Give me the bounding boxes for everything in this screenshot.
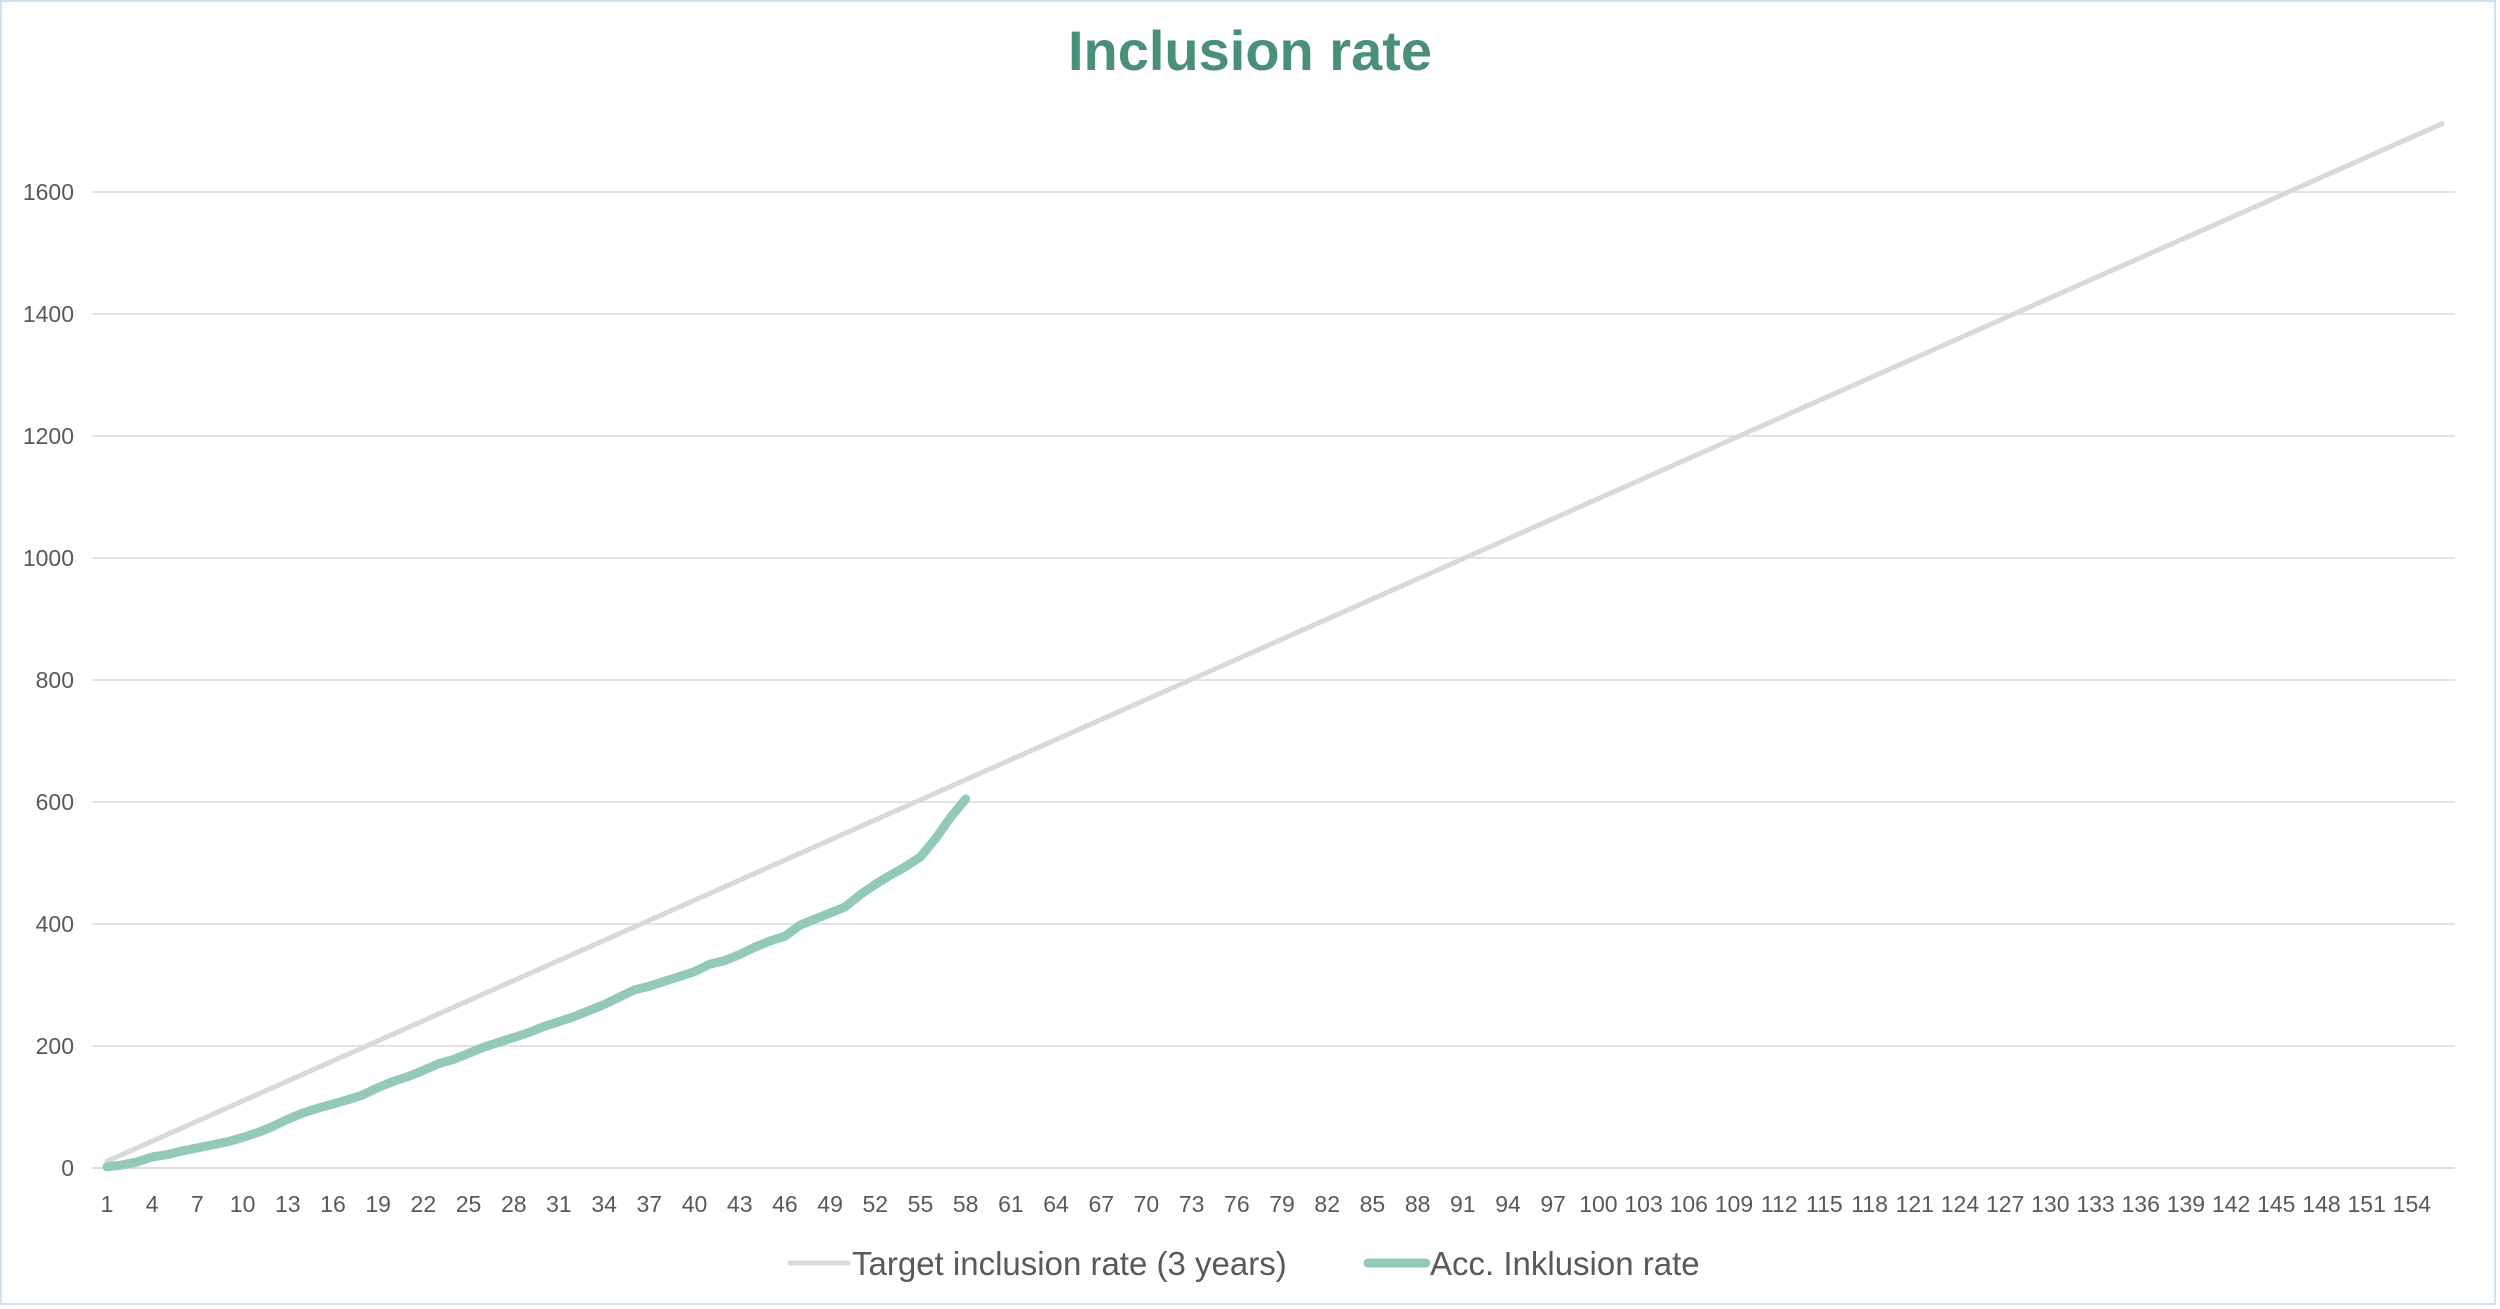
x-tick-label: 76 bbox=[1224, 1191, 1250, 1217]
x-tick-label: 115 bbox=[1806, 1191, 1843, 1217]
x-tick-label: 124 bbox=[1941, 1191, 1980, 1217]
x-tick-label: 100 bbox=[1579, 1191, 1617, 1217]
x-tick-label: 130 bbox=[2031, 1191, 2069, 1217]
x-axis-ticks: 1 4 7 10 13 16 19 22 25 28 31 34 37 40 43 46 49 52 55 58 61 6… bbox=[101, 1191, 2432, 1217]
x-tick-label: 73 bbox=[1179, 1191, 1205, 1217]
x-tick-label: 82 bbox=[1314, 1191, 1340, 1217]
x-tick-label: 70 bbox=[1134, 1191, 1160, 1217]
x-tick-label: 4 bbox=[146, 1191, 159, 1217]
x-tick-label: 139 bbox=[2167, 1191, 2205, 1217]
x-tick-label: 151 bbox=[2347, 1191, 2385, 1217]
x-tick-label: 94 bbox=[1495, 1191, 1521, 1217]
y-tick-label: 600 bbox=[36, 789, 74, 815]
x-tick-label: 79 bbox=[1269, 1191, 1295, 1217]
x-tick-label: 121 bbox=[1896, 1191, 1934, 1217]
x-tick-label: 34 bbox=[591, 1191, 617, 1217]
x-tick-label: 142 bbox=[2212, 1191, 2250, 1217]
legend-label: Acc. Inklusion rate bbox=[1430, 1245, 1700, 1282]
x-tick-label: 109 bbox=[1715, 1191, 1753, 1217]
y-tick-label: 400 bbox=[36, 911, 74, 937]
x-tick-label: 58 bbox=[953, 1191, 979, 1217]
x-tick-label: 52 bbox=[862, 1191, 888, 1217]
chart-title: Inclusion rate bbox=[1067, 19, 1433, 82]
x-tick-label: 145 bbox=[2257, 1191, 2295, 1217]
x-tick-label: 64 bbox=[1043, 1191, 1069, 1217]
x-tick-label: 16 bbox=[320, 1191, 346, 1217]
legend[interactable]: Target inclusion rate (3 years) Acc. Inkl… bbox=[787, 1245, 1700, 1282]
x-tick-label: 91 bbox=[1450, 1191, 1476, 1217]
y-tick-label: 1400 bbox=[23, 301, 74, 327]
x-tick-label: 1 bbox=[101, 1191, 114, 1217]
x-tick-label: 19 bbox=[365, 1191, 391, 1217]
x-tick-label: 136 bbox=[2122, 1191, 2160, 1217]
x-tick-label: 7 bbox=[191, 1191, 204, 1217]
y-tick-label: 0 bbox=[61, 1155, 74, 1181]
x-tick-label: 127 bbox=[1986, 1191, 2024, 1217]
x-tick-label: 49 bbox=[817, 1191, 843, 1217]
x-tick-label: 67 bbox=[1088, 1191, 1114, 1217]
x-tick-label: 22 bbox=[411, 1191, 437, 1217]
x-tick-label: 154 bbox=[2393, 1191, 2432, 1217]
x-tick-label: 133 bbox=[2076, 1191, 2114, 1217]
x-tick-label: 31 bbox=[546, 1191, 572, 1217]
x-tick-label: 97 bbox=[1540, 1191, 1566, 1217]
x-tick-label: 37 bbox=[637, 1191, 663, 1217]
x-tick-label: 43 bbox=[727, 1191, 753, 1217]
x-tick-label: 25 bbox=[456, 1191, 482, 1217]
x-tick-label: 88 bbox=[1405, 1191, 1431, 1217]
x-tick-label: 103 bbox=[1624, 1191, 1662, 1217]
series-line-target bbox=[104, 121, 2445, 1164]
x-tick-label: 106 bbox=[1670, 1191, 1708, 1217]
gridlines bbox=[92, 191, 2455, 1169]
x-tick-label: 10 bbox=[230, 1191, 256, 1217]
y-tick-label: 1600 bbox=[23, 179, 74, 205]
x-tick-label: 148 bbox=[2302, 1191, 2340, 1217]
x-tick-label: 46 bbox=[772, 1191, 798, 1217]
y-tick-label: 1000 bbox=[23, 545, 74, 571]
y-tick-label: 800 bbox=[36, 667, 74, 693]
x-tick-label: 28 bbox=[501, 1191, 527, 1217]
x-tick-label: 61 bbox=[998, 1191, 1024, 1217]
series-lines bbox=[102, 121, 2445, 1172]
x-tick-label: 112 bbox=[1761, 1191, 1798, 1217]
y-axis-ticks: 0 200 400 600 800 1000 1200 1400 1600 bbox=[23, 179, 74, 1181]
x-tick-label: 55 bbox=[908, 1191, 934, 1217]
y-tick-label: 200 bbox=[36, 1033, 74, 1059]
x-tick-label: 85 bbox=[1360, 1191, 1386, 1217]
x-tick-label: 118 bbox=[1851, 1191, 1888, 1217]
legend-label: Target inclusion rate (3 years) bbox=[852, 1245, 1287, 1282]
x-tick-label: 40 bbox=[682, 1191, 708, 1217]
series-line-actual bbox=[102, 794, 971, 1172]
y-tick-label: 1200 bbox=[23, 423, 74, 449]
x-tick-label: 13 bbox=[275, 1191, 301, 1217]
